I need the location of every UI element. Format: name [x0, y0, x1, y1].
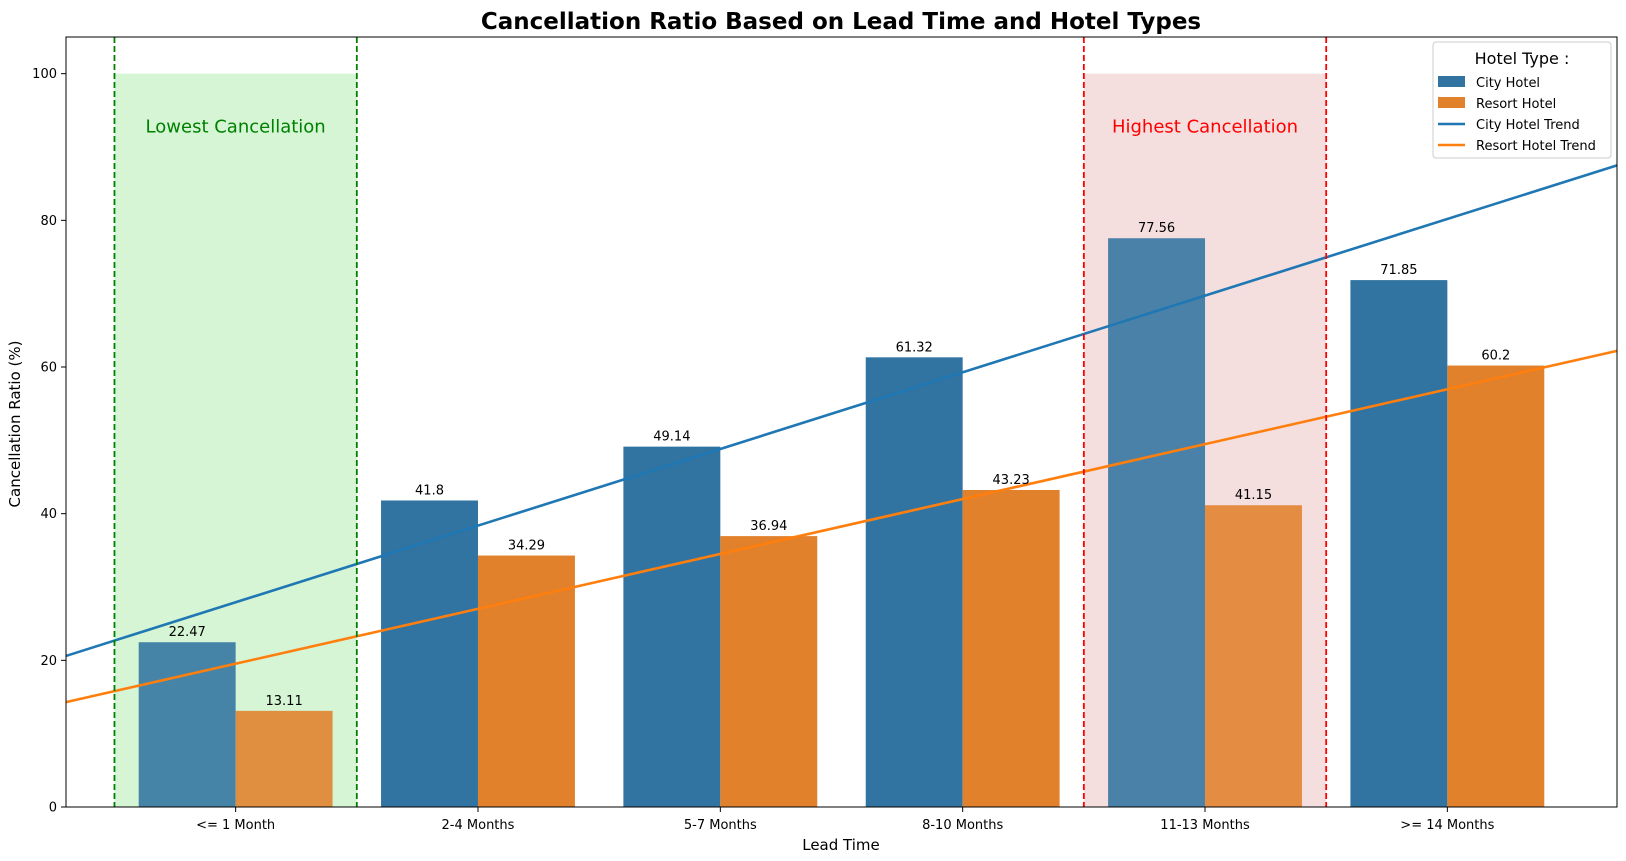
bar-label-0-3: 61.32 — [896, 340, 933, 355]
bar-1-4 — [1205, 505, 1302, 807]
y-tick-label-1: 20 — [40, 654, 57, 669]
bar-0-2 — [623, 446, 721, 807]
bar-0-3 — [865, 357, 963, 807]
plot-frame — [65, 36, 1618, 808]
trend-lines — [65, 164, 1618, 704]
x-tick-label-0: <= 1 Month — [196, 818, 275, 833]
bar-label-0-4: 77.56 — [1138, 221, 1175, 236]
bar-label-0-1: 41.8 — [415, 483, 444, 498]
x-tick-label-1: 2-4 Months — [442, 818, 515, 833]
y-tick-label-2: 40 — [40, 507, 57, 522]
bar-0-1 — [381, 500, 478, 807]
bar-1-3 — [962, 489, 1060, 807]
chart-title: Cancellation Ratio Based on Lead Time an… — [481, 9, 1201, 35]
bar-1-1 — [477, 555, 575, 807]
bar-0-5 — [1350, 280, 1448, 808]
x-tick-label-4: 11-13 Months — [1160, 818, 1250, 833]
bar-label-1-5: 60.2 — [1481, 349, 1510, 364]
x-tick-label-5: >= 14 Months — [1400, 818, 1494, 833]
y-tick-label-3: 60 — [40, 361, 57, 376]
axes: 0 20 40 60 80 100 <= 1 Month 2-4 Months 5-7 Mont… — [32, 36, 1618, 833]
bar-label-1-1: 34.29 — [508, 539, 545, 554]
legend-title: Hotel Type : — [1475, 49, 1570, 68]
legend-label-2: City Hotel Trend — [1476, 118, 1580, 133]
y-tick-label-4: 80 — [40, 214, 57, 229]
bar-label-0-2: 49.14 — [653, 430, 690, 445]
legend-label-3: Resort Hotel Trend — [1476, 139, 1596, 154]
bar-label-1-2: 36.94 — [750, 519, 787, 534]
bar-label-1-0: 13.11 — [266, 694, 303, 709]
bar-label-0-5: 71.85 — [1380, 263, 1417, 278]
legend-swatch-1 — [1438, 97, 1465, 108]
trend-line-1 — [65, 349, 1618, 704]
x-axis-title: Lead Time — [802, 836, 880, 854]
legend-swatch-0 — [1438, 76, 1465, 87]
zone-label-0: Lowest Cancellation — [146, 116, 326, 137]
bar-0-0 — [138, 642, 236, 807]
x-tick-label-2: 5-7 Months — [684, 818, 757, 833]
y-axis-title: Cancellation Ratio (%) — [6, 341, 24, 508]
highlight-zone-borders: Lowest Cancellation Highest Cancellation — [113, 37, 1328, 807]
zone-label-1: Highest Cancellation — [1112, 116, 1298, 137]
bar-label-1-4: 41.15 — [1235, 488, 1272, 503]
trend-line-0 — [65, 164, 1618, 658]
bar-label-1-3: 43.23 — [993, 473, 1030, 488]
y-tick-label-0: 0 — [49, 801, 57, 816]
legend-box — [1432, 41, 1612, 159]
legend-label-0: City Hotel — [1476, 76, 1540, 91]
bars — [138, 238, 1545, 808]
bar-1-5 — [1447, 365, 1545, 807]
x-tick-label-3: 8-10 Months — [922, 818, 1003, 833]
legend: Hotel Type : City Hotel Resort Hotel City H… — [1432, 41, 1612, 159]
bar-1-0 — [235, 710, 333, 807]
bar-1-2 — [720, 536, 818, 807]
legend-label-1: Resort Hotel — [1476, 97, 1556, 112]
bar-value-labels: 22.47 41.8 49.14 61.32 77.56 71.85 13.11 34.29 3… — [169, 221, 1511, 709]
bar-0-4 — [1108, 238, 1206, 807]
bar-label-0-0: 22.47 — [169, 625, 206, 640]
y-tick-label-5: 100 — [32, 67, 57, 82]
